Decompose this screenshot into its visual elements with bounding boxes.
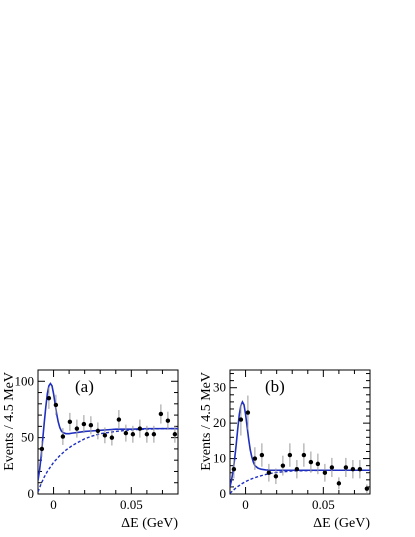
data-point — [280, 463, 286, 468]
data-point — [130, 432, 136, 437]
data-point — [165, 418, 171, 423]
y-axis-title: Events / 4.5 MeV — [199, 372, 214, 471]
background-fit-curve — [230, 469, 370, 494]
data-point — [67, 419, 73, 425]
y-tick-label: 10 — [213, 451, 226, 466]
data-point — [287, 452, 293, 458]
panel-a: 0 0.05 0 50 100 ΔE (GeV) Events / 4.5 MeV (a) — [2, 369, 179, 531]
total-fit-curve — [230, 400, 370, 488]
panel-label: (a) — [75, 377, 94, 396]
data-point — [60, 434, 66, 439]
data-point — [322, 470, 328, 475]
data-point — [137, 426, 143, 431]
data-point — [231, 467, 237, 472]
total-fit-curve — [38, 382, 178, 481]
x-axis-title: ΔE (GeV) — [313, 516, 370, 531]
data-point — [350, 467, 356, 472]
data-point — [172, 432, 178, 437]
data-point — [151, 432, 157, 437]
data-point — [364, 486, 370, 491]
data-point — [343, 465, 349, 470]
y-tick-label: 0 — [28, 486, 35, 501]
y-tick-label: 30 — [213, 380, 226, 395]
data-point — [301, 452, 307, 458]
data-point — [336, 481, 342, 486]
data-point — [39, 446, 45, 452]
panel-label: (b) — [265, 377, 285, 396]
background-fit-curve — [38, 427, 178, 493]
y-tick-label: 100 — [15, 373, 35, 388]
data-point — [273, 474, 279, 479]
y-tick-label: 20 — [213, 415, 226, 430]
x-tick-label: 0.05 — [312, 497, 335, 512]
data-point — [315, 461, 321, 467]
panel-b: 0 0.05 0 10 20 30 ΔE (GeV) Events / 4.5 MeV (b) — [199, 369, 371, 531]
data-point — [102, 433, 108, 438]
data-point — [53, 402, 59, 408]
data-point — [329, 465, 335, 470]
data-point — [88, 423, 94, 428]
data-point — [123, 430, 129, 436]
data-point — [238, 417, 244, 422]
data-point — [357, 467, 363, 472]
data-point — [81, 421, 87, 427]
plot-frame — [229, 369, 371, 495]
x-axis-title: ΔE (GeV) — [121, 516, 178, 531]
data-point — [259, 452, 265, 458]
data-point — [144, 432, 150, 437]
x-tick-label: 0.05 — [120, 497, 143, 512]
data-point — [308, 459, 314, 465]
x-tick-label: 0 — [50, 497, 57, 512]
y-tick-label: 0 — [220, 486, 227, 501]
x-tick-label: 0 — [242, 497, 249, 512]
data-point — [74, 426, 80, 431]
data-point — [252, 456, 258, 461]
data-point — [116, 417, 122, 422]
data-point — [109, 435, 115, 440]
y-axis-title: Events / 4.5 MeV — [2, 372, 17, 471]
data-point — [294, 467, 300, 472]
data-point — [158, 411, 164, 417]
data-point — [95, 428, 101, 434]
data-point — [245, 410, 251, 415]
plot-frame — [37, 369, 179, 495]
data-point — [266, 470, 272, 475]
data-point — [46, 395, 52, 401]
y-tick-label: 50 — [21, 430, 34, 445]
